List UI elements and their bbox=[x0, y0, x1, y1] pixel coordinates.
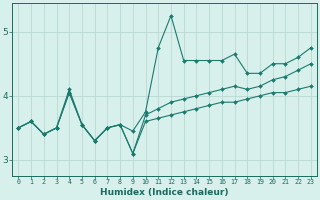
X-axis label: Humidex (Indice chaleur): Humidex (Indice chaleur) bbox=[100, 188, 229, 197]
